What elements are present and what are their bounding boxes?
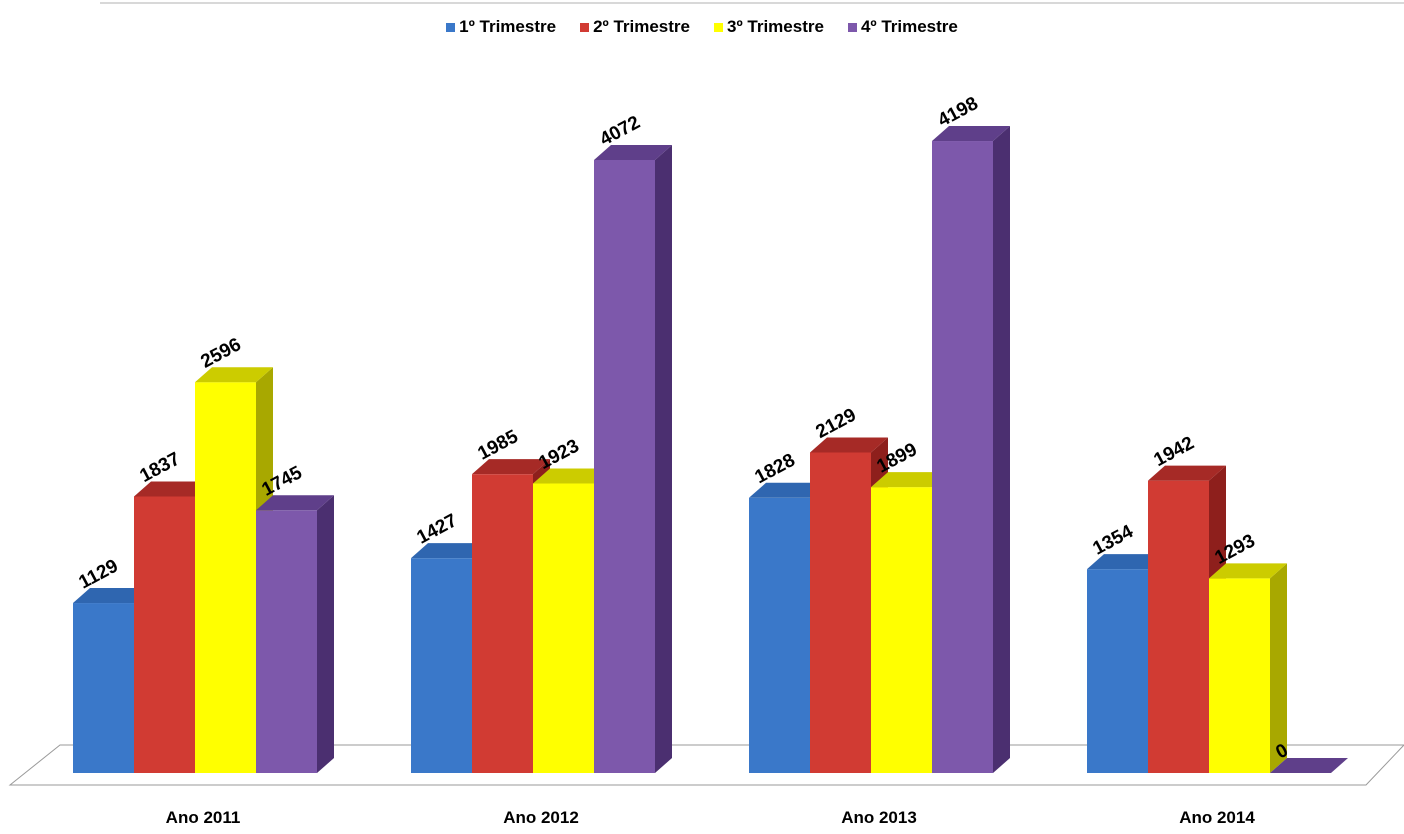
bar-top: [533, 468, 611, 484]
bar-top: [256, 495, 334, 511]
data-label: 1923: [535, 436, 582, 474]
bar-front: [1087, 569, 1148, 773]
x-tick-label: Ano 2011: [166, 808, 241, 827]
bar-top: [73, 588, 151, 604]
data-label: 1354: [1089, 521, 1137, 560]
bar-top: [411, 543, 489, 559]
bar-front: [749, 497, 810, 773]
bar-front: [73, 603, 134, 773]
data-label: 1837: [136, 448, 183, 486]
bar-front: [871, 487, 932, 773]
bar-front: [411, 558, 472, 773]
bar-front: [533, 483, 594, 773]
bar-front: [1209, 578, 1270, 773]
bar: [1209, 563, 1287, 773]
bar-front: [1148, 480, 1209, 773]
data-label: 1828: [751, 450, 798, 488]
legend-label: 3º Trimestre: [727, 17, 824, 36]
bar-top: [932, 126, 1010, 142]
bar-top: [1209, 563, 1287, 579]
legend-swatch: [580, 22, 590, 32]
bar-top: [594, 145, 672, 160]
legend-swatch: [446, 22, 456, 32]
x-tick-label: Ano 2012: [503, 808, 579, 827]
bar-front: [810, 452, 871, 773]
data-label: 1129: [75, 556, 121, 594]
bar-top: [1270, 758, 1348, 773]
legend-item: 4º Trimestre: [847, 17, 958, 37]
bar-top: [1148, 465, 1226, 481]
bar-top: [195, 367, 273, 383]
legend-item: 1º Trimestre: [446, 17, 556, 37]
bar-side: [655, 145, 672, 773]
bar-top: [472, 459, 550, 475]
data-label: 2596: [197, 334, 244, 372]
bar-top: [871, 472, 949, 488]
data-label: 2129: [812, 405, 859, 443]
bar-front: [472, 474, 533, 773]
legend-label: 4º Trimestre: [860, 17, 958, 36]
legend-item: 3º Trimestre: [714, 17, 824, 37]
bar-front: [195, 382, 256, 773]
chart-floor: [8, 744, 1404, 786]
bar-top: [749, 482, 827, 498]
data-label: 1942: [1150, 433, 1197, 471]
bar: [256, 495, 334, 773]
data-label: 1985: [474, 426, 522, 465]
legend: 1º Trimestre 2º Trimestre 3º Trimestre 4º T…: [0, 17, 1404, 37]
data-label: 4198: [934, 93, 981, 131]
bar-front: [134, 496, 195, 773]
bar-side: [1270, 563, 1287, 773]
legend-item: 2º Trimestre: [580, 17, 690, 37]
bar: [1270, 758, 1348, 773]
bar-top: [134, 481, 212, 497]
bar-top: [810, 437, 888, 453]
legend-swatch: [714, 22, 723, 32]
bar-front: [932, 141, 993, 773]
bar: [594, 145, 672, 773]
x-tick-label: Ano 2014: [1179, 808, 1255, 827]
legend-label: 2º Trimestre: [593, 17, 690, 36]
bar-front: [256, 510, 317, 773]
x-tick-label: Ano 2013: [841, 808, 917, 827]
bar-side: [993, 126, 1010, 774]
legend-swatch: [847, 22, 857, 32]
bar-front: [594, 160, 655, 773]
bar-side: [317, 495, 334, 773]
bar-top: [1087, 554, 1165, 570]
data-label: 1427: [413, 510, 460, 548]
legend-label: 1º Trimestre: [459, 17, 557, 36]
data-label: 4072: [596, 112, 643, 150]
bar: [932, 126, 1010, 774]
